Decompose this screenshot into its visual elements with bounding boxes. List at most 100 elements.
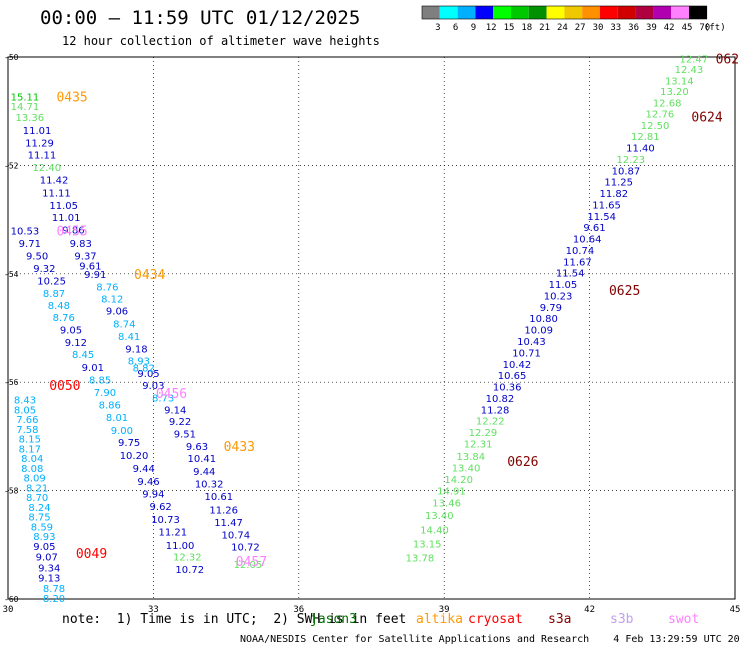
- wave-height-point: 10.73: [151, 515, 180, 526]
- wave-height-point: 12.23: [616, 155, 645, 166]
- wave-height-point: 11.25: [604, 178, 633, 189]
- wave-height-point: 8.04: [21, 454, 43, 465]
- legend-jason3: jason3: [310, 612, 357, 627]
- wave-height-point: 9.46: [137, 477, 159, 488]
- wave-height-point: 8.75: [28, 513, 50, 524]
- wave-height-point: 9.37: [74, 251, 96, 262]
- legend-cryosat: cryosat: [468, 612, 523, 627]
- colorbar-swatch: [582, 6, 600, 19]
- wave-height-point: 12.31: [464, 439, 493, 450]
- wave-height-point: 11.11: [42, 189, 71, 200]
- wave-height-point: 9.32: [33, 264, 55, 275]
- wave-height-point: 14.40: [420, 526, 449, 537]
- wave-height-point: 8.01: [106, 413, 128, 424]
- wave-height-point: 10.87: [612, 166, 641, 177]
- wave-height-point: 8.73: [152, 393, 174, 404]
- wave-height-point: 8.76: [96, 282, 118, 293]
- wave-height-point: 10.41: [188, 454, 217, 465]
- wave-height-point: 8.86: [99, 400, 121, 411]
- wave-height-point: 10.72: [175, 565, 204, 576]
- y-tick-label: -58: [4, 487, 19, 496]
- colorbar-swatch: [475, 6, 494, 19]
- x-tick-label: 36: [293, 605, 304, 615]
- wave-height-point: 11.28: [481, 405, 510, 416]
- wave-height-point: 10.36: [493, 383, 522, 394]
- wave-height-point: 12.29: [469, 428, 498, 439]
- colorbar-label: 3: [435, 23, 440, 33]
- wave-height-point: 13.84: [457, 452, 486, 463]
- wave-height-point: 9.12: [65, 338, 87, 349]
- track-time-label: 0050: [49, 379, 80, 394]
- track-time-label: 0626: [507, 455, 538, 470]
- wave-height-point: 7.90: [94, 388, 116, 399]
- wave-height-point: 11.40: [626, 144, 655, 155]
- colorbar-label: 21: [539, 23, 550, 33]
- wave-height-point: 13.36: [15, 113, 44, 124]
- wave-height-point: 11.01: [52, 213, 81, 224]
- track-time-label: 0623: [716, 53, 740, 68]
- wave-height-point: 10.09: [524, 326, 553, 337]
- colorbar-label: 12: [486, 23, 497, 33]
- wave-height-point: 11.54: [556, 269, 585, 280]
- page-title: 00:00 – 11:59 UTC 01/12/2025: [40, 7, 361, 29]
- track-time-label: 0049: [76, 547, 107, 562]
- wave-height-point: 7.66: [16, 415, 38, 426]
- wave-height-point: 8.09: [24, 474, 46, 485]
- colorbar-swatch: [600, 6, 618, 19]
- wave-height-point: 11.42: [40, 175, 69, 186]
- y-tick-label: -52: [4, 161, 19, 170]
- wave-height-point: 8.17: [19, 444, 41, 455]
- wave-height-point: 11.01: [23, 126, 52, 137]
- wave-height-point: 11.47: [214, 518, 243, 529]
- wave-height-point: 11.54: [587, 212, 616, 223]
- wave-height-point: 8.74: [113, 320, 135, 331]
- wave-height-point: 13.40: [425, 511, 454, 522]
- wave-height-point: 11.11: [28, 151, 57, 162]
- wave-height-point: 9.13: [38, 573, 60, 584]
- wave-height-point: 10.72: [231, 542, 260, 553]
- wave-height-point: 11.00: [166, 541, 195, 552]
- track-time-label: 0456: [156, 387, 187, 402]
- y-tick-label: -50: [4, 53, 19, 62]
- wave-height-point: 8.21: [26, 483, 48, 494]
- wave-height-point: 9.44: [193, 467, 215, 478]
- legend-s3a: s3a: [548, 612, 572, 627]
- colorbar-label: 39: [646, 23, 657, 33]
- wave-height-point: 12.76: [646, 109, 675, 120]
- wave-height-point: 9.14: [164, 405, 186, 416]
- track-time-label: 0434: [134, 268, 165, 283]
- colorbar-label: 24: [557, 23, 568, 33]
- wave-height-point: 10.74: [221, 531, 250, 542]
- data-points: 15.1114.7113.3611.0111.2911.1112.4011.42…: [11, 55, 708, 605]
- colorbar-swatch: [457, 6, 476, 19]
- wave-height-point: 10.65: [498, 371, 527, 382]
- wave-height-point: 11.67: [563, 257, 592, 268]
- wave-height-point: 8.15: [19, 435, 41, 446]
- x-tick-label: 45: [730, 605, 740, 615]
- y-tick-label: -54: [4, 270, 19, 279]
- track-time-label: 0457: [236, 555, 267, 570]
- colorbar-label: 42: [664, 23, 675, 33]
- colorbar-label: 27: [575, 23, 586, 33]
- wave-height-point: 11.82: [600, 189, 629, 200]
- wave-height-point: 11.26: [209, 506, 238, 517]
- wave-height-point: 8.08: [21, 464, 43, 475]
- wave-height-point: 8.59: [31, 522, 53, 533]
- track-labels: 0435 0455 0434 0050 0456 0433 0049 0457 0623 0624…: [49, 53, 740, 570]
- wave-height-point: 10.53: [11, 226, 40, 237]
- track-time-label: 0435: [56, 91, 87, 106]
- x-tick-label: 30: [3, 605, 14, 615]
- colorbar-label: 9: [471, 23, 476, 33]
- wave-height-point: 11.29: [25, 139, 54, 150]
- wave-height-point: 13.40: [452, 463, 481, 474]
- wave-height-point: 10.71: [512, 348, 541, 359]
- wave-height-point: 8.87: [43, 289, 65, 300]
- wave-height-point: 12.68: [653, 99, 682, 110]
- colorbar-swatch: [439, 6, 458, 19]
- colorbar-label: 15: [504, 23, 515, 33]
- wave-height-point: 8.45: [72, 350, 94, 361]
- page-subtitle: 12 hour collection of altimeter wave hei…: [62, 34, 380, 48]
- colorbar-swatch: [511, 6, 529, 19]
- wave-height-point: 10.80: [529, 314, 558, 325]
